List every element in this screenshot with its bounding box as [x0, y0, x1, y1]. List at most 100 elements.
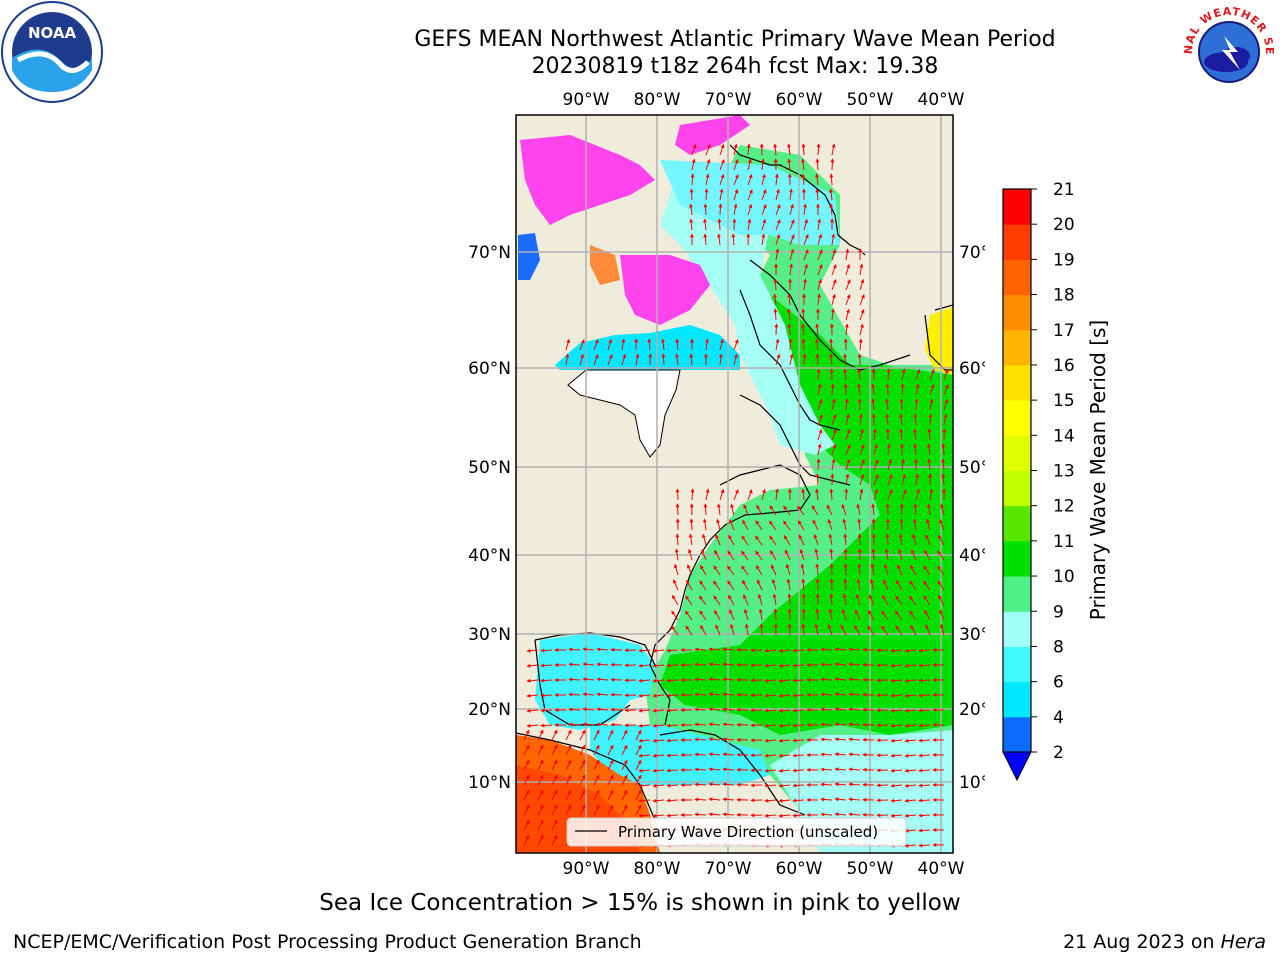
wave-arrow: [848, 692, 861, 697]
wave-arrow: [829, 353, 834, 366]
wave-arrow: [816, 143, 821, 156]
wave-arrow: [937, 550, 945, 561]
wave-arrow: [941, 458, 946, 471]
wave-arrow: [856, 578, 861, 591]
wave-arrow: [834, 737, 847, 742]
wave-arrow: [694, 812, 707, 817]
wave-arrow: [551, 744, 558, 756]
wave-arrow: [859, 488, 864, 501]
wave-arrow: [778, 678, 791, 683]
wave-arrow: [741, 565, 749, 576]
wave-arrow: [771, 578, 777, 591]
wave-arrow: [719, 338, 724, 351]
wave-arrow: [820, 737, 833, 742]
wave-arrow: [904, 648, 917, 653]
wave-arrow: [526, 723, 539, 728]
wave-arrow: [843, 368, 848, 381]
wave-arrow: [792, 723, 805, 728]
wave-arrow: [815, 173, 820, 186]
wave-arrow: [523, 759, 530, 771]
wave-arrow: [871, 548, 876, 561]
wave-arrow: [801, 158, 806, 171]
wave-arrow: [652, 768, 665, 773]
wave-arrow: [829, 173, 834, 186]
wave-arrow: [537, 804, 544, 816]
wave-arrow: [705, 173, 710, 186]
wave-arrow: [797, 520, 805, 531]
wave-arrow: [830, 308, 835, 321]
wave-arrow: [537, 819, 544, 831]
wave-arrow: [579, 759, 586, 771]
wave-arrow: [899, 413, 904, 426]
wave-arrow: [733, 353, 738, 366]
wave-arrow: [887, 474, 893, 486]
wave-arrow: [685, 610, 693, 621]
wave-arrow: [858, 338, 863, 351]
wave-arrow: [733, 174, 739, 186]
footer-date-text: 21 Aug 2023 on: [1063, 931, 1221, 953]
wave-arrow: [844, 398, 849, 411]
wave-arrow: [694, 782, 707, 787]
wave-arrow: [787, 293, 792, 306]
colorbar-swatch: [1003, 505, 1031, 542]
wave-arrow: [593, 744, 600, 756]
colorbar-tick-label: 20: [1053, 215, 1075, 235]
wave-arrow: [829, 593, 834, 606]
wave-arrow: [764, 693, 777, 698]
wave-arrow: [915, 383, 920, 396]
wave-arrow: [652, 723, 665, 728]
wave-arrow: [764, 738, 777, 743]
wave-arrow: [647, 338, 652, 351]
wave-arrow: [705, 488, 710, 501]
wave-arrow: [831, 293, 836, 306]
wave-arrow: [722, 767, 735, 772]
wave-arrow: [551, 729, 558, 741]
lat-label-left: 50°N: [468, 458, 511, 478]
footer-host: Hera: [1220, 931, 1266, 953]
wave-arrow: [778, 738, 791, 743]
wave-arrow: [786, 578, 791, 591]
lat-label-left: 20°N: [468, 700, 511, 720]
wave-arrow: [871, 518, 876, 531]
wave-arrow: [635, 729, 642, 741]
wave-arrow: [853, 625, 861, 636]
wave-arrow: [638, 693, 651, 698]
wave-arrow: [661, 338, 666, 351]
wave-arrow: [579, 729, 586, 741]
wave-arrow: [828, 608, 833, 621]
wave-arrow: [897, 564, 903, 576]
wave-arrow: [815, 338, 820, 351]
wave-arrow: [926, 503, 931, 516]
colorbar-swatch: [1003, 329, 1031, 366]
lat-label-left: 70°N: [468, 243, 511, 263]
wave-arrow: [675, 503, 680, 516]
wave-arrow: [845, 428, 851, 441]
wave-arrow: [801, 308, 806, 321]
wave-arrow: [537, 744, 544, 756]
wave-arrow: [803, 218, 809, 231]
wave-arrow: [770, 564, 777, 576]
wave-arrow: [769, 550, 777, 561]
lat-label-right: 70°N: [959, 243, 985, 263]
wave-arrow: [829, 188, 834, 201]
wave-arrow: [694, 662, 707, 667]
wave-arrow: [675, 338, 680, 351]
wave-arrow: [691, 158, 696, 171]
wave-arrow: [848, 752, 861, 757]
wave-arrow: [885, 413, 890, 426]
wave-arrow: [568, 647, 581, 652]
wave-arrow: [845, 444, 851, 456]
wave-arrow: [747, 158, 752, 171]
wave-arrow: [927, 458, 932, 471]
wave-arrow: [918, 798, 931, 803]
wave-arrow: [871, 368, 876, 381]
wave-arrow: [857, 518, 862, 531]
wave-arrow: [666, 708, 679, 713]
wave-arrow: [829, 338, 834, 351]
wave-arrow: [540, 723, 553, 728]
wave-arrow: [831, 264, 837, 276]
wave-arrow: [713, 580, 721, 591]
wave-arrow: [596, 647, 609, 652]
wave-arrow: [817, 233, 823, 246]
wave-arrow: [596, 662, 609, 667]
